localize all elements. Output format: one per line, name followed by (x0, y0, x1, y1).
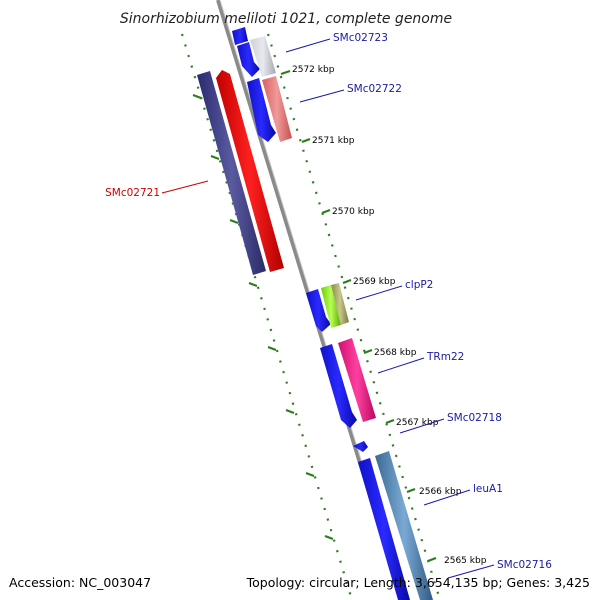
leader-smc02722 (299, 89, 345, 103)
gene-trm22b-box[interactable] (338, 338, 376, 422)
outer-tick (192, 93, 202, 100)
inner-ruler (266, 33, 442, 600)
gene-label-smc02723[interactable]: SMc02723 (333, 32, 388, 44)
outer-tick (305, 471, 315, 478)
gene-clpp2-box[interactable] (321, 285, 341, 328)
leader-smc02721 (161, 180, 209, 194)
gene-label-smc02722[interactable]: SMc02722 (347, 83, 402, 95)
outer-tick (267, 345, 277, 352)
accession-text: Accession: NC_003047 (9, 575, 152, 590)
leader-clpp2 (355, 285, 403, 301)
tick-label: 2568 kbp (374, 348, 417, 358)
tick-label: 2569 kbp (353, 277, 396, 287)
outer-ruler (180, 33, 354, 600)
gene-smc02717-arrow[interactable] (358, 458, 410, 600)
gene-smc02722-arrow[interactable] (247, 78, 276, 142)
inner-tick (321, 208, 331, 215)
outer-tick (248, 281, 258, 288)
gene-smc02721-arrow[interactable] (216, 70, 284, 272)
inner-tick (301, 137, 311, 144)
inner-tick (427, 556, 437, 563)
gene-labels: SMc02723 SMc02722 SMc02721 clpP2 TRm22 S… (105, 32, 552, 571)
gene-smc02724-arrow[interactable] (232, 27, 248, 45)
gene-smc02723b-box[interactable] (250, 36, 276, 77)
gene-label-smc02718[interactable]: SMc02718 (447, 412, 502, 424)
tick-label: 2571 kbp (312, 136, 355, 146)
inner-tick (406, 487, 416, 494)
gene-smc02720-arrow[interactable] (306, 289, 331, 332)
leader-smc02723 (285, 38, 331, 53)
inner-tick (342, 278, 352, 285)
gene-leua1-box[interactable] (375, 451, 433, 600)
gene-trm22-arrow[interactable] (320, 344, 357, 428)
genome-summary-text: Topology: circular; Length: 3,654,135 bp… (246, 575, 590, 590)
leader-smc02718 (399, 418, 445, 434)
leader-lines (161, 38, 495, 579)
tick-label: 2566 kbp (419, 487, 462, 497)
outer-tick (285, 408, 295, 415)
outer-tick (210, 154, 220, 161)
gene-smc02721b-box[interactable] (197, 71, 266, 275)
forward-genes (232, 27, 433, 600)
tick-label: 2567 kbp (396, 418, 439, 428)
reverse-genes (197, 70, 284, 275)
gene-smc02722b-box[interactable] (262, 76, 292, 142)
inner-tick (363, 348, 373, 355)
inner-tick (385, 418, 395, 425)
gene-label-clpp2[interactable]: clpP2 (405, 279, 433, 291)
outer-tick (324, 534, 334, 541)
tick-label: 2570 kbp (332, 207, 375, 217)
tick-label: 2572 kbp (292, 65, 335, 75)
gene-label-smc02721[interactable]: SMc02721 (105, 187, 160, 199)
inner-tick (280, 69, 291, 76)
gene-label-trm22[interactable]: TRm22 (426, 351, 464, 363)
gene-clpp2b-box[interactable] (331, 283, 349, 325)
gene-smc02718-arrow[interactable] (353, 441, 368, 452)
gene-smc02723-arrow[interactable] (237, 42, 260, 77)
tick-label: 2565 kbp (444, 556, 487, 566)
gene-label-smc02716[interactable]: SMc02716 (497, 559, 552, 571)
leader-smc02716 (447, 564, 495, 579)
gene-label-leua1[interactable]: leuA1 (473, 483, 503, 495)
inner-dotted-line (266, 33, 442, 600)
map-title: Sinorhizobium meliloti 1021, complete ge… (120, 11, 452, 27)
tick-labels: 2572 kbp 2571 kbp 2570 kbp 2569 kbp 2568… (292, 65, 487, 566)
leader-trm22 (377, 357, 425, 374)
leader-leua1 (423, 489, 471, 506)
outer-tick (229, 218, 239, 225)
